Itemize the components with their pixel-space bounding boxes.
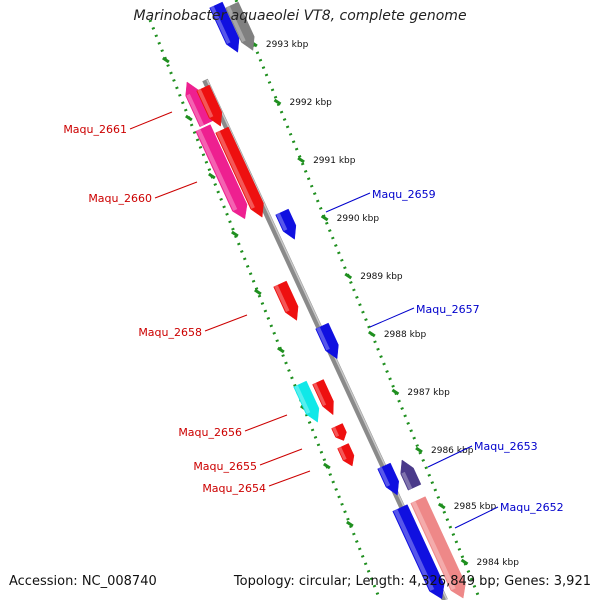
kbp-tick-label: 2992 kbp (289, 98, 332, 108)
reverse-leader-line (259, 448, 303, 466)
gene-maqu-2661b (196, 84, 223, 127)
forward-leader-line (369, 307, 415, 328)
kbp-tick-label: 2993 kbp (266, 40, 309, 50)
reverse-gene-label: Maqu_2658 (138, 326, 202, 339)
gene-maqu-2656b-shine (313, 382, 327, 407)
map-title: Marinobacter aquaeolei VT8, complete gen… (133, 8, 467, 24)
forward-gene-label: Maqu_2652 (500, 501, 564, 514)
topology-text: Topology: circular; Length: 4,326,849 bp… (233, 574, 591, 589)
kbp-tick-mark (344, 272, 353, 280)
gene-maqu-2652 (392, 504, 445, 600)
gene-maqu-2652b-shine (411, 501, 456, 591)
left-tick-mark (254, 288, 262, 296)
kbp-tick-label: 2985 kbp (454, 502, 497, 512)
forward-gene-label: Maqu_2653 (474, 440, 538, 453)
forward-leader-line (454, 506, 499, 529)
gene-maqu-2659 (275, 208, 297, 240)
left-tick-mark (346, 520, 354, 528)
gene-maqu-2659-shine (276, 213, 288, 231)
kbp-tick-mark (320, 214, 329, 222)
reverse-gene-label: Maqu_2656 (178, 426, 242, 439)
forward-leader-line (325, 192, 371, 213)
kbp-tick-label: 2989 kbp (360, 272, 403, 282)
reverse-leader-line (204, 314, 248, 332)
kbp-tick-label: 2991 kbp (313, 156, 356, 166)
gene-maqu-2660 (195, 124, 248, 220)
kbp-tick-label: 2984 kbp (477, 558, 520, 568)
forward-gene-label: Maqu_2657 (416, 303, 480, 316)
gene-maqu-2661 (185, 81, 213, 128)
gene-maqu-2656b (312, 379, 334, 416)
kbp-tick-mark (367, 330, 376, 338)
gene-maqu-2653b-shine (401, 471, 413, 490)
gene-maqu-2658-shine (274, 285, 290, 313)
kbp-tick-mark (415, 446, 423, 454)
gene-maqu-2657-shine (316, 327, 330, 351)
gene-top-gray (225, 1, 255, 51)
left-tick-mark (231, 230, 239, 238)
gene-maqu-2657 (315, 322, 339, 360)
kbp-tick-label: 2986 kbp (431, 446, 474, 456)
kbp-tick-mark (273, 98, 282, 106)
reverse-gene-label: Maqu_2660 (88, 192, 152, 205)
gene-labels: Maqu_2661 Maqu_2660 Maqu_2658 Maqu_2656 Maqu… (63, 111, 564, 529)
gene-maqu-2660-shine (196, 129, 238, 211)
gene-maqu-2655-shine (332, 426, 340, 437)
gene-maqu-2660b (215, 126, 264, 218)
forward-leader-line (427, 445, 473, 468)
gene-maqu-2656-shine (294, 385, 311, 414)
gene-top-blue (209, 1, 240, 53)
kbp-tick-labels: 2993 kbp 2992 kbp 2991 kbp 2990 kbp 2989 kbp… (266, 40, 519, 568)
gene-maqu-2654 (337, 443, 355, 467)
gene-maqu-2653b (400, 459, 422, 491)
gene-maqu-2660b-shine (216, 131, 255, 209)
gene-maqu-2661-body (185, 81, 213, 128)
reverse-gene-label: Maqu_2655 (193, 460, 257, 473)
gene-maqu-2654-shine (338, 446, 347, 461)
gene-maqu-2661-shine (186, 93, 205, 127)
forward-gene-label: Maqu_2659 (372, 188, 436, 201)
kbp-tick-mark (297, 156, 305, 164)
right-ruler (234, 0, 482, 600)
left-tick-mark (323, 462, 331, 470)
gene-maqu-2654-body (337, 443, 355, 467)
kbp-tick-label: 2988 kbp (384, 330, 427, 340)
reverse-gene-label: Maqu_2654 (202, 482, 266, 495)
gene-maqu-2653 (377, 462, 399, 496)
left-ruler (148, 19, 382, 600)
left-tick-mark (185, 114, 193, 122)
reverse-leader-line (244, 414, 288, 432)
kbp-tick-label: 2987 kbp (407, 388, 450, 398)
kbp-tick-mark (460, 558, 469, 566)
gene-maqu-2658 (273, 280, 299, 321)
gene-features (185, 1, 466, 600)
reverse-leader-line (154, 181, 198, 199)
gene-maqu-2653-shine (378, 467, 391, 487)
gene-maqu-2652b (410, 496, 466, 599)
kbp-tick-mark (437, 502, 446, 510)
gene-maqu-2661b-shine (197, 89, 214, 118)
accession-text: Accession: NC_008740 (9, 574, 157, 589)
reverse-leader-line (129, 111, 173, 130)
kbp-tick-mark (391, 388, 400, 396)
left-tick-mark (277, 346, 285, 354)
kbp-tick-label: 2990 kbp (337, 214, 380, 224)
reverse-leader-line (268, 470, 311, 487)
gene-maqu-2655-body (331, 423, 347, 441)
gene-top-gray-shine (226, 6, 246, 43)
gene-maqu-2652-shine (393, 509, 435, 591)
left-tick-mark (208, 172, 216, 180)
gene-top-blue-shine (210, 6, 231, 44)
left-tick-mark (162, 56, 170, 64)
gene-maqu-2656 (293, 380, 320, 423)
reverse-gene-label: Maqu_2661 (63, 123, 127, 136)
gene-maqu-2655 (331, 423, 347, 441)
